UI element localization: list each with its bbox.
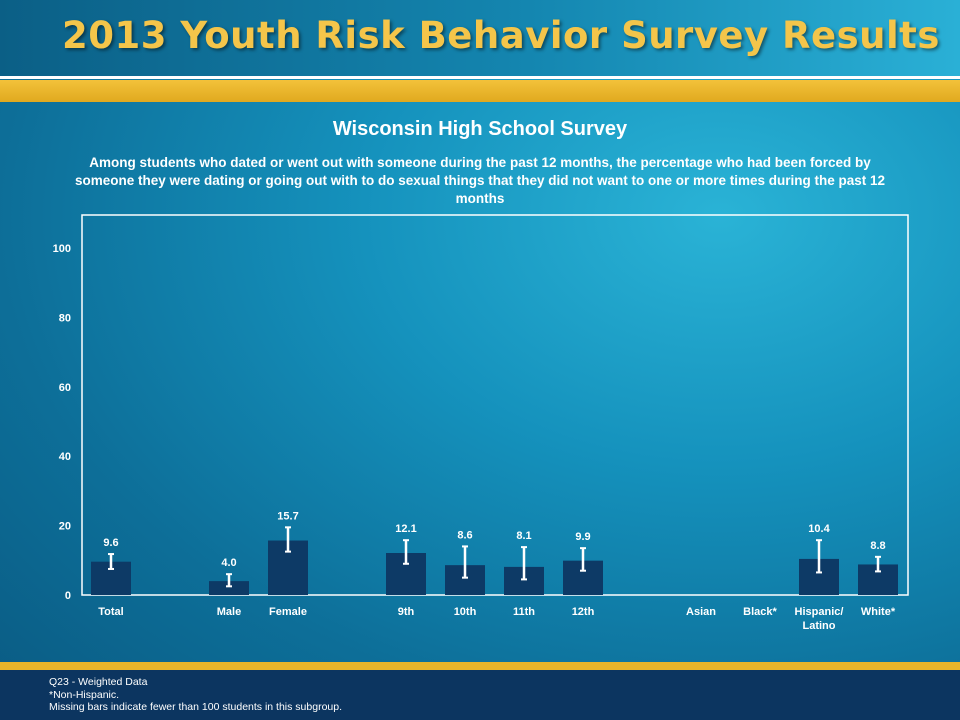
chart-subtitle: Among students who dated or went out wit… (74, 155, 886, 206)
x-tick-label-6: 12th (572, 606, 595, 618)
banner-divider-gold (0, 80, 960, 102)
footer-band (0, 662, 960, 720)
chart-title: Wisconsin High School Survey (332, 118, 628, 140)
footnote-missing-bars: Missing bars indicate fewer than 100 stu… (49, 701, 343, 713)
data-label-6: 9.9 (575, 531, 590, 543)
y-tick-label-100: 100 (53, 243, 71, 255)
x-tick-label-4: 10th (454, 606, 477, 618)
y-tick-label-80: 80 (59, 312, 71, 324)
data-label-3: 12.1 (395, 523, 416, 535)
bar-chart: 0 20 40 60 80 100 9.6 Total 4.0 Male 15.7 Female 12.… (53, 214, 909, 632)
footnotes: Q23 - Weighted Data *Non-Hispanic. Missi… (49, 676, 342, 714)
x-tick-label-8: Black* (743, 606, 777, 618)
data-label-5: 8.1 (516, 530, 531, 542)
x-tick-label-2: Female (269, 606, 307, 618)
data-label-9: 10.4 (808, 523, 830, 535)
title-banner: 2013 Youth Risk Behavior Survey Results (0, 0, 960, 76)
data-label-4: 8.6 (457, 529, 472, 541)
banner-title: 2013 Youth Risk Behavior Survey Results (62, 14, 940, 57)
plot-frame (81, 214, 909, 596)
y-tick-label-20: 20 (59, 521, 71, 533)
x-tick-label-7: Asian (686, 606, 716, 618)
y-tick-label-60: 60 (59, 382, 71, 394)
x-tick-label-1: Male (217, 606, 241, 618)
banner-divider-white (0, 76, 960, 79)
bar-1 (209, 581, 249, 595)
x-tick-label-0: Total (98, 606, 123, 618)
data-label-1: 4.0 (221, 557, 236, 569)
footnote-weighted: Q23 - Weighted Data (49, 676, 148, 688)
x-tick-label-9-line2: Latino (803, 620, 836, 632)
x-tick-label-5: 11th (513, 606, 535, 618)
x-tick-label-9: Hispanic/ (795, 606, 844, 618)
data-label-2: 15.7 (277, 510, 298, 522)
data-label-10: 8.8 (870, 540, 885, 552)
footnote-non-hispanic: *Non-Hispanic. (49, 688, 120, 701)
y-tick-label-40: 40 (59, 451, 71, 463)
data-label-0: 9.6 (103, 537, 118, 549)
x-tick-label-3: 9th (398, 606, 415, 618)
footer-gold-stripe (0, 662, 960, 670)
x-tick-label-10: White* (861, 606, 896, 618)
y-tick-label-0: 0 (65, 590, 71, 602)
